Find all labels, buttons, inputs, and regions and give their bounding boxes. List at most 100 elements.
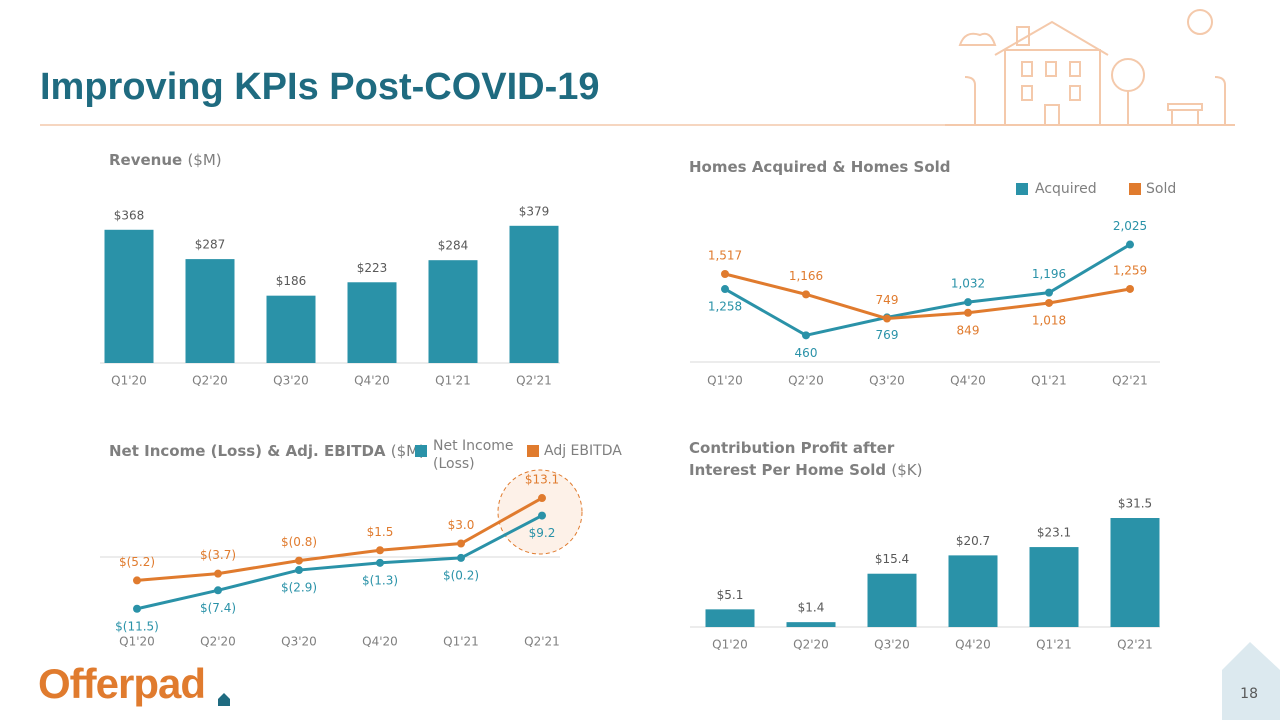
line: [724, 272, 1131, 321]
x-tick-label: Q4'20: [354, 374, 390, 388]
bar: [1110, 518, 1160, 627]
bar: [705, 609, 755, 627]
point: [538, 494, 546, 503]
bar: [1029, 547, 1079, 627]
bar: [104, 229, 154, 363]
value-label: $(0.8): [281, 535, 317, 549]
value-label: $(0.2): [443, 568, 479, 582]
point: [457, 539, 465, 548]
x-tick-label: Q2'20: [788, 374, 824, 388]
point: [214, 569, 222, 578]
value-label: 1,259: [1113, 263, 1147, 277]
point: [1045, 298, 1053, 307]
value-label: $9.2: [529, 526, 556, 540]
value-label: $(2.9): [281, 581, 317, 595]
point: [802, 290, 810, 299]
page-number: 18: [1240, 686, 1258, 702]
x-tick-label: Q4'20: [955, 638, 991, 652]
x-tick-label: Q1'20: [712, 638, 748, 652]
bar: [266, 295, 316, 363]
point: [964, 308, 972, 317]
value-label: 1,018: [1032, 313, 1066, 327]
value-label: $287: [195, 238, 226, 252]
x-tick-label: Q1'20: [111, 374, 147, 388]
chart-title: Contribution Profit after Interest Per H…: [689, 437, 959, 481]
title-unit: ($M): [187, 151, 222, 169]
line: [136, 496, 543, 582]
value-label: $284: [438, 239, 469, 253]
bar: [428, 260, 478, 363]
point: [295, 566, 303, 575]
value-label: 749: [876, 293, 899, 307]
title-text: Net Income (Loss) & Adj. EBITDA: [109, 442, 386, 460]
value-label: 460: [795, 346, 818, 360]
legend-swatch: [1016, 183, 1028, 195]
legend-label: Sold: [1146, 181, 1177, 197]
bar: [185, 259, 235, 363]
title-unit: ($K): [891, 461, 923, 479]
value-label: $223: [357, 261, 388, 275]
line: [724, 243, 1131, 337]
line: [136, 514, 543, 611]
value-label: $186: [276, 274, 307, 288]
bar: [786, 622, 836, 627]
x-tick-label: Q3'20: [869, 374, 905, 388]
x-tick-label: Q4'20: [362, 635, 398, 649]
value-label: $3.0: [448, 518, 475, 532]
x-tick-label: Q2'21: [516, 374, 552, 388]
value-label: 769: [876, 328, 899, 342]
point: [538, 511, 546, 520]
value-label: $5.1: [717, 588, 744, 602]
value-label: $15.4: [875, 552, 909, 566]
point: [964, 298, 972, 307]
slide-title: Improving KPIs Post-COVID-19: [40, 66, 600, 108]
value-label: $(1.3): [362, 573, 398, 587]
point: [376, 558, 384, 567]
value-label: 1,258: [708, 300, 742, 314]
x-tick-label: Q2'21: [1112, 374, 1148, 388]
logo-icon: [218, 693, 230, 706]
bar: [867, 573, 917, 627]
value-label: 1,517: [708, 249, 742, 263]
point: [1126, 284, 1134, 293]
value-label: 1,032: [951, 277, 985, 291]
legend-label: Adj EBITDA: [544, 443, 622, 459]
x-tick-label: Q3'20: [874, 638, 910, 652]
value-label: 849: [957, 323, 980, 337]
point: [1126, 240, 1134, 249]
point: [133, 604, 141, 613]
bar: [948, 555, 998, 627]
legend-swatch: [1129, 183, 1141, 195]
x-tick-label: Q3'20: [281, 635, 317, 649]
x-tick-label: Q2'20: [200, 635, 236, 649]
point: [133, 576, 141, 585]
point: [214, 586, 222, 595]
chart-title: Net Income (Loss) & Adj. EBITDA ($M): [109, 440, 425, 462]
value-label: $1.4: [798, 601, 825, 615]
value-label: $20.7: [956, 534, 990, 548]
value-label: $(5.2): [119, 555, 155, 569]
value-label: 1,166: [789, 269, 823, 283]
x-tick-label: Q1'20: [707, 374, 743, 388]
value-label: $23.1: [1037, 526, 1071, 540]
x-tick-label: Q2'20: [192, 374, 228, 388]
chart-title: Revenue ($M): [109, 149, 222, 171]
x-tick-label: Q1'21: [1031, 374, 1067, 388]
logo: Offerpad: [38, 660, 206, 707]
point: [802, 331, 810, 340]
value-label: $(11.5): [115, 619, 159, 633]
value-label: 1,196: [1032, 267, 1066, 281]
value-label: $(7.4): [200, 601, 236, 615]
chart-title: Homes Acquired & Homes Sold: [689, 156, 951, 178]
x-tick-label: Q1'21: [435, 374, 471, 388]
bar: [347, 282, 397, 363]
point: [457, 553, 465, 562]
x-tick-label: Q3'20: [273, 374, 309, 388]
point: [721, 285, 729, 294]
x-tick-label: Q2'21: [524, 635, 560, 649]
title-text: Homes Acquired & Homes Sold: [689, 158, 951, 176]
point: [721, 270, 729, 279]
point: [376, 546, 384, 555]
x-tick-label: Q4'20: [950, 374, 986, 388]
value-label: $1.5: [367, 525, 394, 539]
